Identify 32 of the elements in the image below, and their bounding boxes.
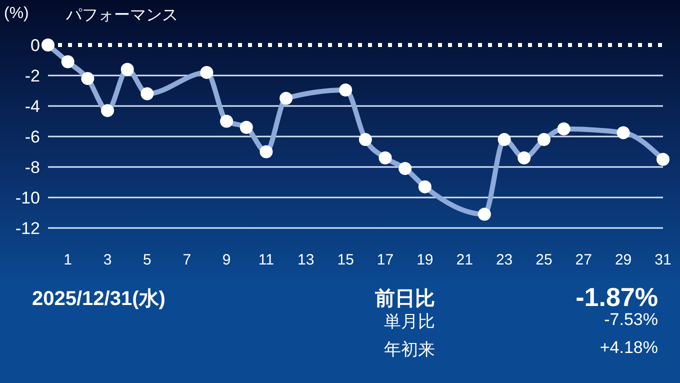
x-tick-label: 11 xyxy=(258,252,274,269)
y-tick-label: 0 xyxy=(30,36,40,56)
y-tick-label: -10 xyxy=(15,188,40,208)
x-tick-label: 19 xyxy=(416,252,434,269)
x-tick-label: 1 xyxy=(64,252,72,269)
x-tick-label: 9 xyxy=(222,252,231,269)
text: 前日比 xyxy=(375,287,435,312)
y-tick-label: -12 xyxy=(15,219,40,238)
x-tick-label: 3 xyxy=(103,252,112,269)
x-tick-label: 23 xyxy=(496,252,513,269)
x-tick-label: 7 xyxy=(182,252,192,269)
text: 単月比 xyxy=(384,311,435,333)
x-tick-label: 17 xyxy=(376,252,394,269)
text: 2025/12/31(水) xyxy=(32,287,166,312)
text: +4.18% xyxy=(600,338,658,358)
y-axis-title: (%) xyxy=(4,5,29,23)
y-tick-label: -8 xyxy=(24,158,40,178)
x-tick-label: 21 xyxy=(456,252,473,269)
chart-title: パフォーマンス xyxy=(66,6,178,26)
text: -1.87% xyxy=(576,282,658,313)
x-tick-label: 13 xyxy=(298,252,314,269)
x-tick-label: 15 xyxy=(337,252,354,269)
text: 年初来 xyxy=(384,339,435,361)
x-tick-label: 25 xyxy=(536,252,552,269)
y-tick-label: -2 xyxy=(24,66,40,86)
x-tick-label: 5 xyxy=(143,252,152,269)
y-tick-label: -4 xyxy=(24,97,40,116)
x-tick-label: 27 xyxy=(575,252,592,269)
y-tick-label: -6 xyxy=(24,128,40,147)
x-tick-label: 29 xyxy=(614,252,632,269)
x-tick-label: 31 xyxy=(654,252,672,269)
text: -7.53% xyxy=(604,310,658,330)
